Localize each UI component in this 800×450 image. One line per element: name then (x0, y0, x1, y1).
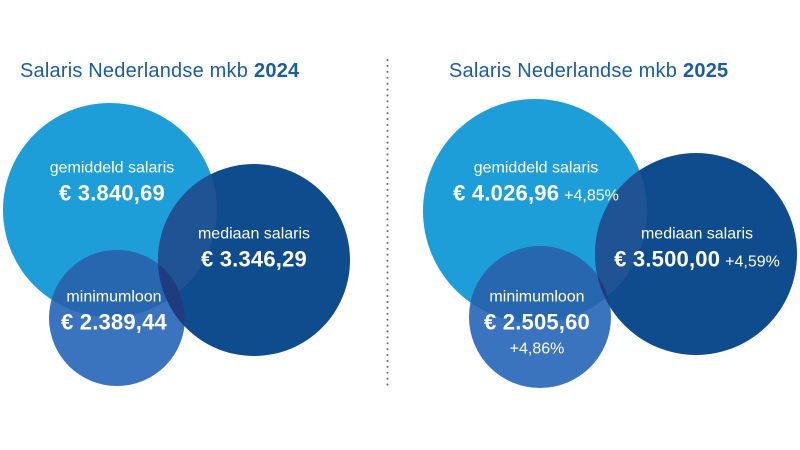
bubble-label: mediaan salaris (197, 225, 311, 243)
bubble-delta: +4,85% (564, 187, 619, 205)
bubble-value: € 3.840,69 (59, 180, 165, 206)
bubble-delta: +4,59% (725, 253, 780, 271)
bubble-text-2025-gemiddeld: gemiddeld salaris € 4.026,96 +4,85% (453, 158, 619, 211)
bubble-text-2025-mediaan: mediaan salaris € 3.500,00 +4,59% (614, 224, 780, 277)
overlap-2024-minimumloon-gemiddeld (49, 250, 185, 317)
bubble-value: € 3.346,29 (201, 246, 307, 272)
bubble-value: € 2.389,44 (61, 309, 167, 335)
bubble-text-2024-minimumloon: minimumloon € 2.389,44 (61, 287, 167, 340)
bubble-text-2024-mediaan: mediaan salaris € 3.346,29 (198, 224, 310, 277)
bubble-label: mediaan salaris (640, 225, 754, 243)
bubble-label: minimumloon (489, 288, 585, 306)
panel-title-2025: Salaris Nederlandse mkb 2025 (449, 60, 728, 83)
panel-title-text: Salaris Nederlandse mkb (20, 60, 249, 82)
panel-title-year: 2025 (683, 60, 729, 82)
bubble-2025-gemiddeld (423, 99, 647, 323)
bubble-text-2024-gemiddeld: gemiddeld salaris € 3.840,69 (50, 158, 175, 211)
bubble-text-2025-minimumloon: minimumloon € 2.505,60 +4,86% (484, 287, 590, 360)
bubble-label: gemiddeld salaris (49, 159, 175, 177)
bubble-value: € 2.505,60 (484, 309, 590, 335)
bubble-label: gemiddeld salaris (473, 159, 599, 177)
panel-title-text: Salaris Nederlandse mkb (449, 60, 678, 82)
panel-title-year: 2024 (254, 60, 300, 82)
bubble-delta-below: +4,86% (509, 340, 565, 358)
bubble-value: € 4.026,96 (453, 180, 560, 206)
overlap-2025-minimumloon-gemiddeld (469, 246, 611, 323)
bubble-label: minimumloon (66, 288, 162, 306)
bubble-value: € 3.500,00 (614, 246, 721, 272)
panel-title-2024: Salaris Nederlandse mkb 2024 (20, 60, 299, 83)
